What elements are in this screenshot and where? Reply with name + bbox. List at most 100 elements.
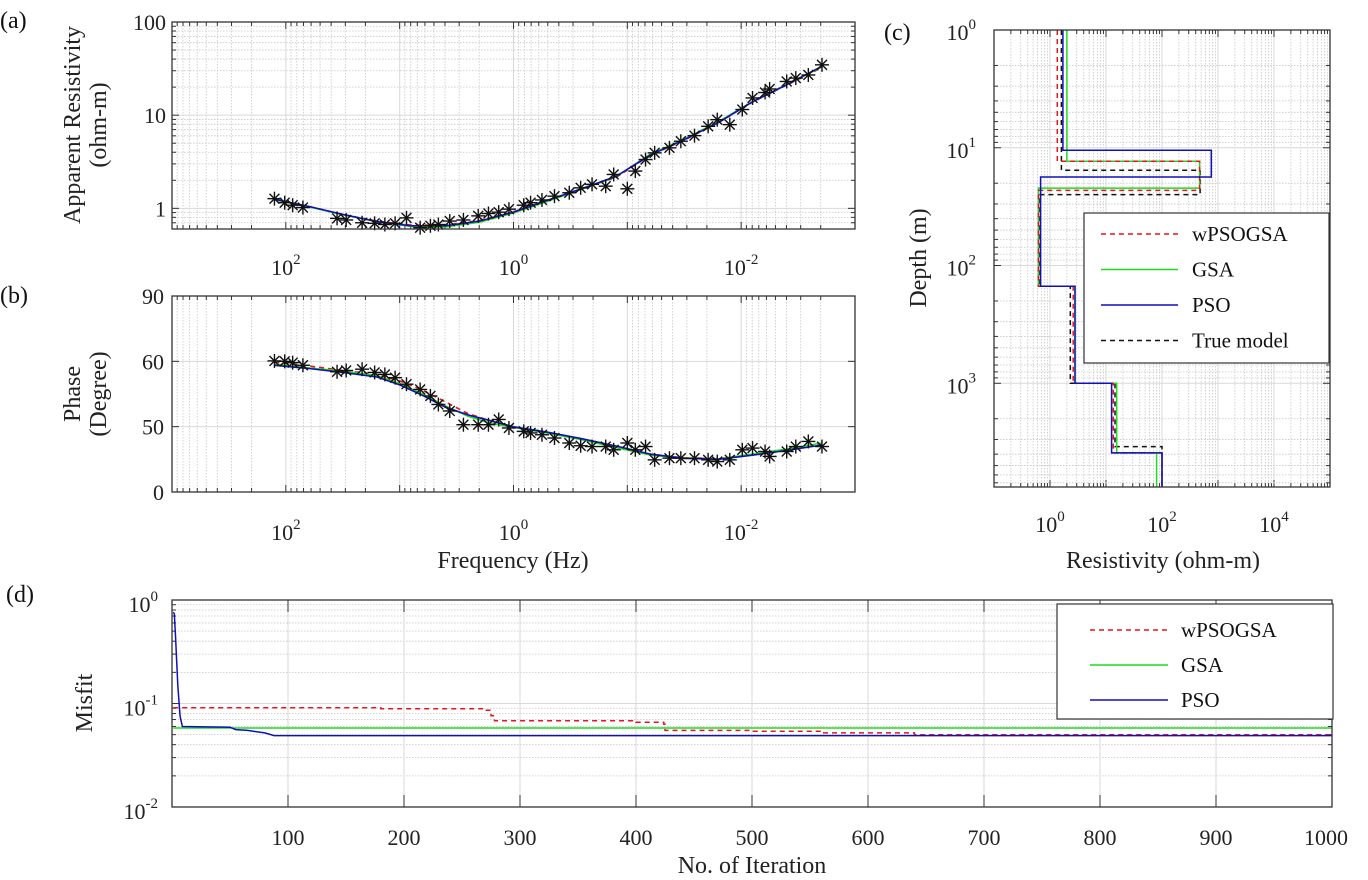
x-tick-label: 400 xyxy=(620,825,653,850)
observed-data-point xyxy=(377,367,392,382)
asterisk-stroke xyxy=(563,437,575,449)
observed-data-point xyxy=(662,140,677,155)
observed-data-point xyxy=(547,189,562,204)
asterisk-stroke xyxy=(629,165,641,177)
observed-data-point xyxy=(431,397,446,412)
asterisk-stroke xyxy=(414,383,426,395)
asterisk-stroke xyxy=(586,441,598,452)
tick-label: 10-2 xyxy=(724,252,759,280)
observed-data-point xyxy=(471,417,486,432)
asterisk-stroke xyxy=(702,454,714,466)
x-axis-title: Frequency (Hz) xyxy=(437,548,588,574)
tick-label: 102 xyxy=(271,517,301,545)
legend-label: wPSOGSA xyxy=(1181,618,1278,642)
series-group xyxy=(1037,30,1213,487)
asterisk-stroke xyxy=(816,59,828,71)
asterisk-stroke xyxy=(675,135,687,147)
asterisk-stroke xyxy=(736,104,748,115)
x-tick-label: 1000 xyxy=(1304,825,1348,850)
observed-data-point xyxy=(523,195,538,210)
observed-data-point xyxy=(735,442,750,457)
observed-data-point xyxy=(745,441,760,456)
asterisk-stroke xyxy=(472,210,484,222)
tick-label: 100 xyxy=(947,17,977,45)
observed-data-point xyxy=(620,181,635,196)
tick-label-base: 10 xyxy=(947,256,969,281)
legend-label: True model xyxy=(1192,329,1289,353)
tick-label-exponent: 2 xyxy=(1169,509,1177,525)
asterisk-stroke xyxy=(389,217,401,229)
observed-data-point xyxy=(285,198,300,213)
observed-data-point xyxy=(710,454,725,469)
observed-data-point xyxy=(413,382,428,397)
axes-box xyxy=(171,295,856,493)
asterisk-stroke xyxy=(640,441,651,452)
asterisk-stroke xyxy=(736,444,748,456)
asterisk-stroke xyxy=(649,147,661,159)
observed-data-point xyxy=(267,191,282,206)
observed-data-point xyxy=(701,119,716,134)
legend-label: PSO xyxy=(1192,293,1231,317)
observed-data-point xyxy=(481,417,496,432)
x-tick-label: 500 xyxy=(736,825,769,850)
asterisk-stroke xyxy=(790,441,802,452)
asterisk-stroke xyxy=(816,441,828,452)
tick-label-base: 10 xyxy=(724,520,746,545)
asterisk-stroke xyxy=(340,365,352,376)
observed-data-point xyxy=(481,206,496,221)
asterisk-stroke xyxy=(483,208,494,219)
observed-data-point xyxy=(647,452,662,467)
tick-label-exponent: -2 xyxy=(746,252,759,268)
asterisk-stroke xyxy=(287,357,299,369)
observed-data-point xyxy=(399,377,414,392)
asterisk-stroke xyxy=(414,222,426,234)
y-axis-title-line2: (Degree) xyxy=(86,351,112,436)
observed-data-point xyxy=(562,185,577,200)
y-tick-label: 10 xyxy=(144,103,166,128)
x-axis-title: Resistivity (ohm-m) xyxy=(1066,548,1260,574)
legend: wPSOGSA GSA PSO True model xyxy=(1083,212,1330,364)
observed-data-point xyxy=(606,442,621,457)
tick-label-base: 10 xyxy=(947,20,969,45)
y-tick-label: 100 xyxy=(133,10,166,35)
y-axis-title-line1: Phase xyxy=(60,366,86,422)
observed-data-point xyxy=(573,438,588,453)
observed-data-point xyxy=(710,112,725,127)
asterisk-stroke xyxy=(503,203,515,215)
tick-label-exponent: 2 xyxy=(293,517,301,533)
observed-data-point xyxy=(814,439,829,454)
asterisk-stroke xyxy=(711,456,723,467)
observed-data-point xyxy=(585,177,600,192)
tick-label-exponent: 0 xyxy=(969,17,977,33)
observed-data-point xyxy=(367,216,382,231)
observed-data-point xyxy=(687,128,702,143)
tick-labels: 100 200 300 400 500 600 700 800 900 100010-210-11… xyxy=(124,589,1349,850)
tick-label: 10-2 xyxy=(124,796,159,824)
tick-label-exponent: -2 xyxy=(146,796,159,812)
asterisk-stroke xyxy=(297,359,309,371)
asterisk-stroke xyxy=(575,182,587,194)
tick-label-exponent: 2 xyxy=(293,252,301,268)
observed-data-point xyxy=(762,81,777,96)
asterisk-stroke xyxy=(724,119,736,131)
x-tick-label: 200 xyxy=(388,825,421,850)
observed-markers xyxy=(267,57,829,235)
observed-data-point xyxy=(573,180,588,195)
x-axis-title: No. of Iteration xyxy=(678,853,827,879)
asterisk-stroke xyxy=(518,425,530,437)
axes-box xyxy=(993,29,1331,488)
tick-label-base: 10 xyxy=(1259,512,1281,537)
legend-label: PSO xyxy=(1181,688,1220,712)
series-line-gsa xyxy=(274,363,823,460)
asterisk-stroke xyxy=(379,219,391,230)
observed-data-point xyxy=(471,208,486,223)
observed-data-point xyxy=(788,71,803,86)
tick-label-base: 10 xyxy=(1035,512,1057,537)
asterisk-stroke xyxy=(379,368,391,380)
x-tick-label: 300 xyxy=(504,825,537,850)
observed-data-point xyxy=(399,210,414,225)
asterisk-stroke xyxy=(369,366,381,378)
tick-label-exponent: 0 xyxy=(521,252,529,268)
